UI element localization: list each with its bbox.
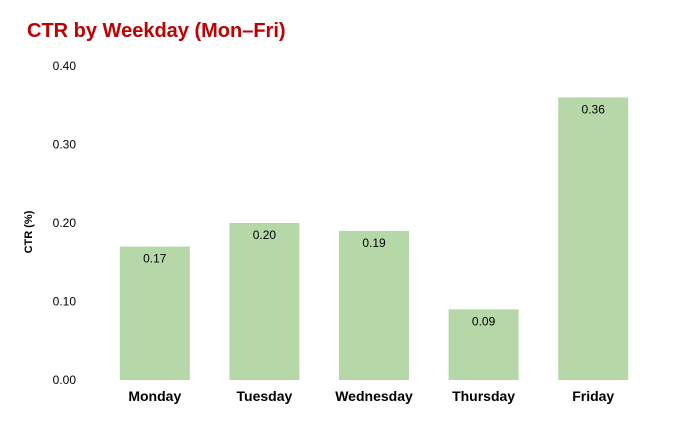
bar-data-label: 0.19 — [362, 236, 386, 250]
bar — [448, 309, 519, 380]
y-axis-title: CTR (%) — [23, 210, 35, 253]
bar-data-label: 0.17 — [143, 252, 167, 266]
chart-title: CTR by Weekday (Mon–Fri) — [27, 20, 286, 42]
y-tick-label: 0.00 — [53, 373, 77, 387]
bar — [339, 230, 409, 380]
y-tick-label: 0.20 — [53, 216, 77, 230]
bar-data-label: 0.09 — [472, 314, 496, 328]
y-tick-label: 0.30 — [53, 138, 77, 152]
x-tick-label: Friday — [572, 388, 614, 404]
data-labels-group: 0.17 0.20 0.19 0.09 0.36 — [143, 102, 605, 328]
x-axis-labels: Monday Tuesday Wednesday Thursday Friday — [128, 388, 614, 404]
y-axis-ticks: 0.00 0.10 0.20 0.30 0.40 — [53, 59, 77, 387]
x-tick-label: Wednesday — [335, 388, 413, 404]
bar — [558, 97, 629, 381]
x-tick-label: Thursday — [452, 388, 515, 404]
bars-group — [119, 97, 629, 381]
y-tick-label: 0.10 — [53, 295, 77, 309]
y-tick-label: 0.40 — [53, 59, 77, 73]
bar — [229, 223, 300, 380]
bar — [119, 246, 190, 380]
bar-data-label: 0.36 — [582, 102, 606, 116]
x-tick-label: Tuesday — [237, 388, 293, 404]
x-tick-label: Monday — [128, 388, 181, 404]
bar-data-label: 0.20 — [253, 228, 277, 242]
